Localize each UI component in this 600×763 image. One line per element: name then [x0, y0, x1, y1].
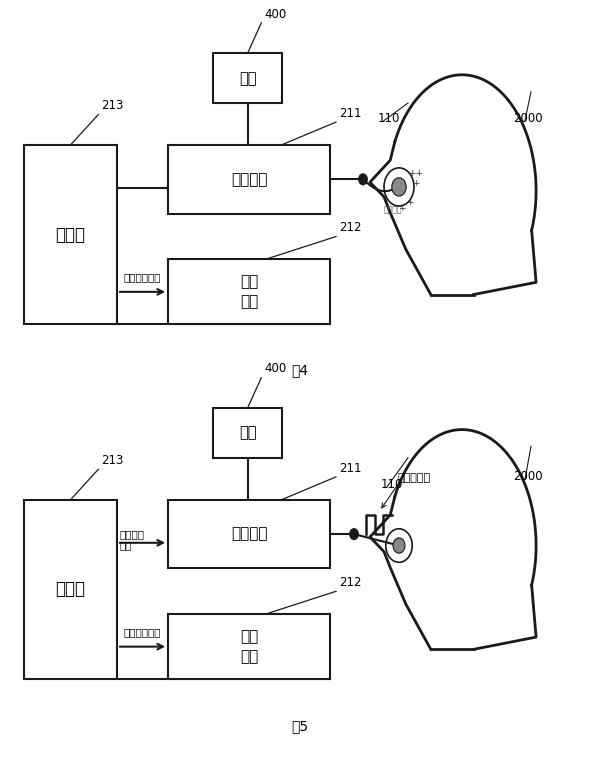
Text: 控制器: 控制器: [56, 226, 86, 243]
Text: +: +: [398, 204, 406, 213]
Text: 电源: 电源: [239, 426, 256, 440]
Text: 400: 400: [265, 362, 287, 375]
Text: 驱动电路: 驱动电路: [231, 526, 267, 542]
Text: 电源: 电源: [239, 71, 256, 85]
Bar: [24, 500, 117, 679]
Text: 第一刺激
信号: 第一刺激 信号: [120, 529, 145, 551]
Text: 电极电压信号: 电极电压信号: [124, 272, 161, 282]
Bar: [168, 500, 330, 568]
Text: 控制器: 控制器: [56, 581, 86, 598]
Text: 驱动电路: 驱动电路: [231, 172, 267, 187]
Circle shape: [359, 174, 367, 185]
Bar: [168, 259, 330, 324]
Text: ++: ++: [409, 169, 424, 178]
Text: 线圈电路: 线圈电路: [384, 205, 402, 214]
Text: 211: 211: [339, 107, 362, 120]
Text: 213: 213: [101, 454, 124, 467]
Text: 212: 212: [339, 221, 362, 234]
Text: 第一电脉冲: 第一电脉冲: [398, 473, 431, 483]
Text: 110: 110: [378, 111, 400, 125]
Text: 211: 211: [339, 462, 362, 475]
Text: 213: 213: [101, 99, 124, 112]
Text: 212: 212: [339, 576, 362, 589]
Text: 检测
电路: 检测 电路: [240, 275, 258, 309]
Bar: [213, 53, 282, 103]
Text: 400: 400: [265, 8, 287, 21]
Text: 2000: 2000: [513, 470, 542, 484]
Text: +: +: [406, 198, 413, 207]
Bar: [168, 614, 330, 679]
Text: 图4: 图4: [292, 363, 308, 377]
Circle shape: [393, 538, 405, 553]
Bar: [213, 408, 282, 458]
Text: 图5: 图5: [292, 720, 308, 733]
Bar: [24, 145, 117, 324]
Circle shape: [392, 178, 406, 196]
Text: +: +: [412, 179, 419, 188]
Text: 电极电压信号: 电极电压信号: [124, 626, 161, 636]
Text: 检测
电路: 检测 电路: [240, 629, 258, 664]
Text: 110: 110: [381, 478, 403, 491]
Circle shape: [350, 529, 358, 539]
Bar: [168, 145, 330, 214]
Text: 2000: 2000: [513, 111, 542, 125]
